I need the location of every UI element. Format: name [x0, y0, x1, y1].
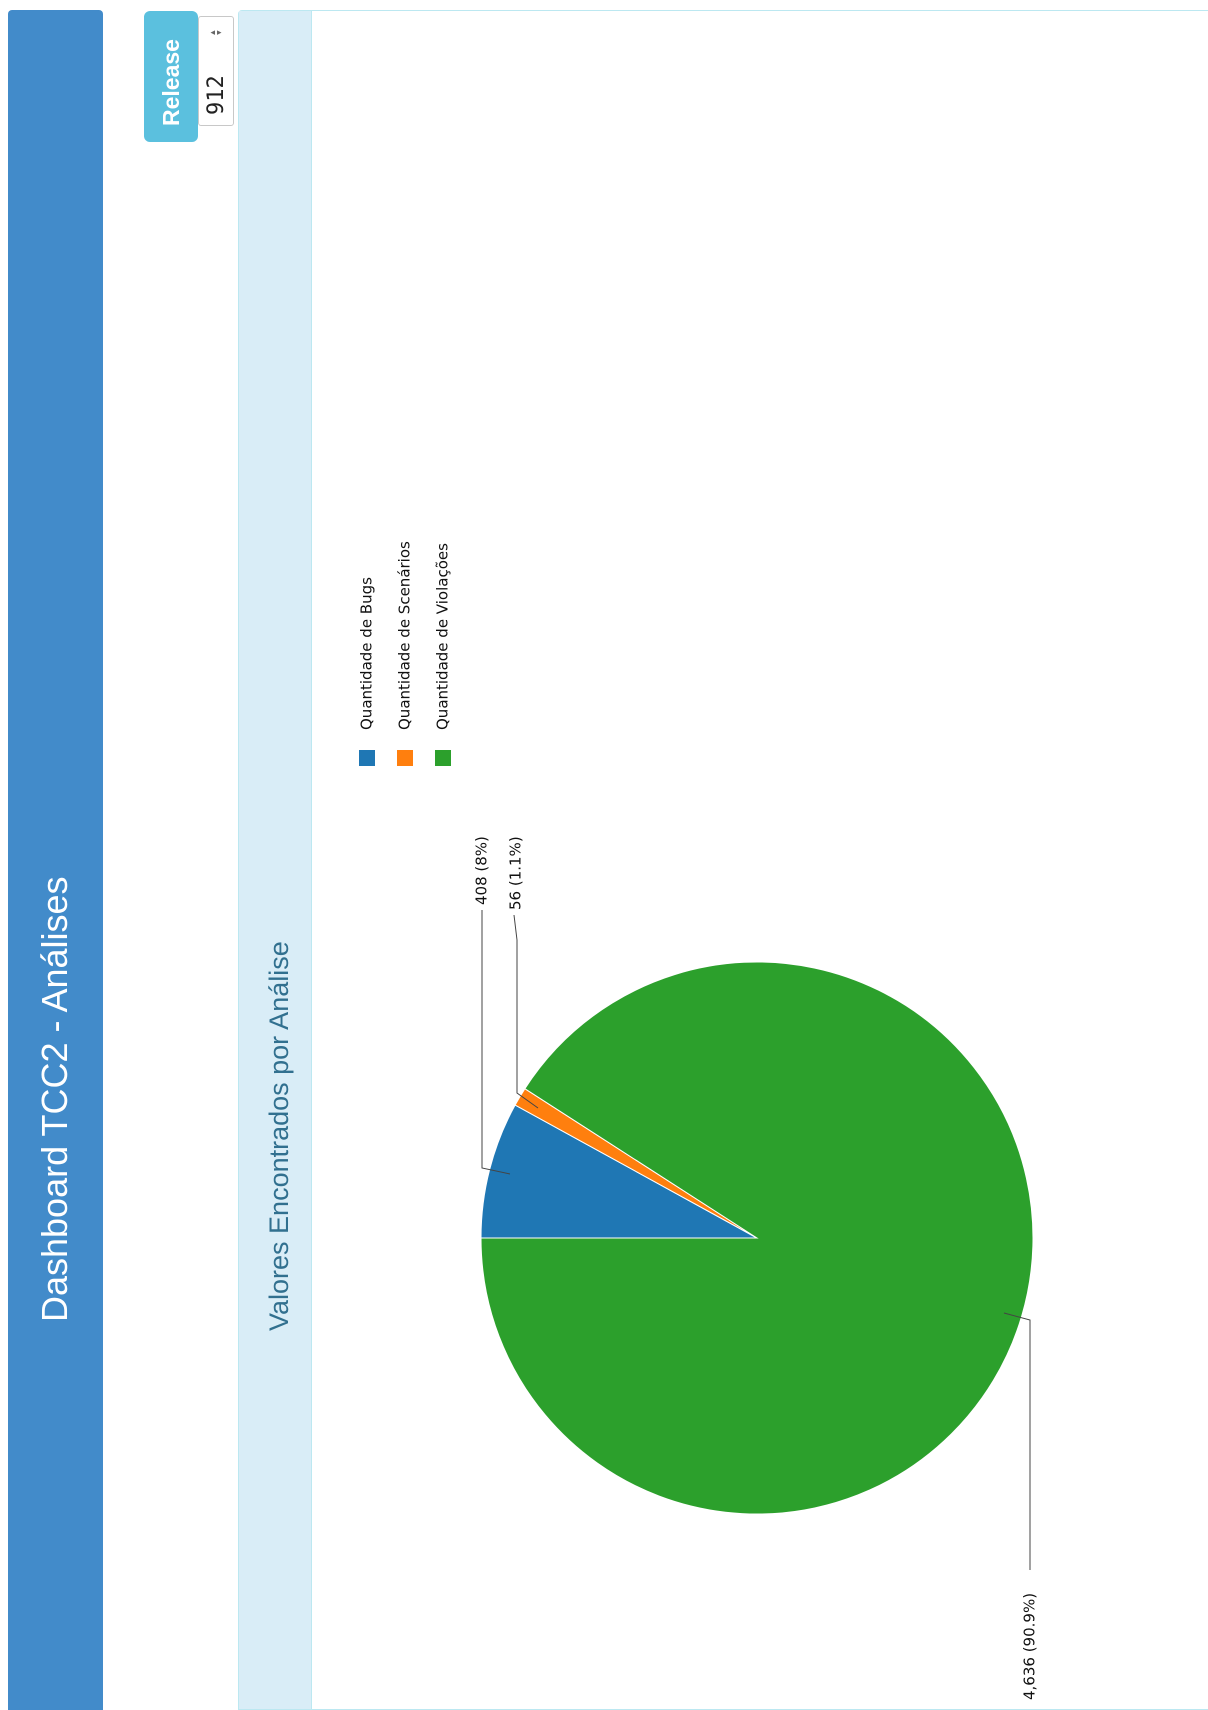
- legend-label-2: Quantidade de Violações: [434, 543, 452, 730]
- legend-label-1: Quantidade de Scenários: [396, 541, 414, 730]
- leader-line-0: [481, 910, 511, 1175]
- legend-swatch-2: [435, 750, 451, 766]
- release-number-input[interactable]: ◂▸ 912: [198, 16, 234, 126]
- release-button[interactable]: Release: [144, 11, 198, 142]
- legend-swatch-1: [397, 750, 413, 766]
- panel-heading: Valores Encontrados por Análise: [239, 11, 312, 1709]
- data-label-1: 56 (1.1%): [507, 836, 525, 910]
- spinner-arrows-icon[interactable]: ◂▸: [210, 28, 224, 38]
- data-label-2: 4,636 (90.9%): [1021, 1593, 1039, 1700]
- leader-line-1: [513, 914, 539, 1109]
- pie-slice-2[interactable]: [480, 961, 1034, 1515]
- navbar: Dashboard TCC2 - Análises: [8, 10, 103, 1710]
- data-label-0: 408 (8%): [473, 836, 491, 905]
- legend-swatch-0: [359, 750, 375, 766]
- leader-line-2: [1003, 1312, 1031, 1570]
- legend-label-0: Quantidade de Bugs: [358, 577, 376, 730]
